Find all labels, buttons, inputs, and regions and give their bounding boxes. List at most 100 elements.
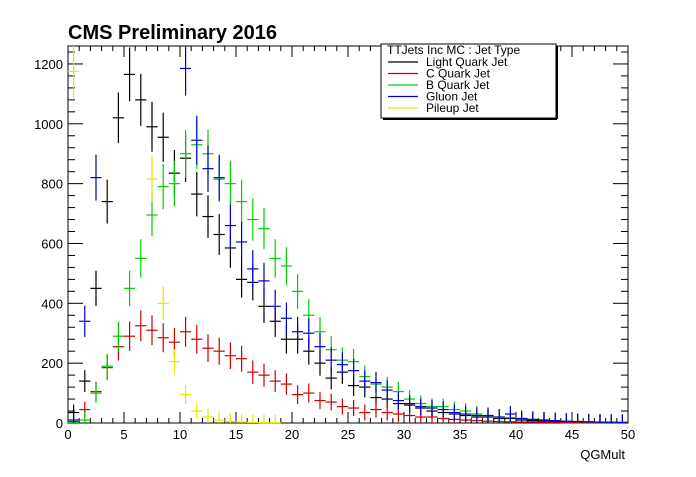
y-tick-label: 1000 (34, 117, 63, 132)
data-point (180, 46, 192, 96)
x-tick-label: 15 (229, 427, 243, 442)
data-point (191, 171, 203, 217)
x-tick-label: 20 (285, 427, 299, 442)
data-point (202, 145, 214, 193)
data-point (325, 347, 337, 373)
data-point (359, 404, 371, 421)
x-tick-label: 25 (341, 427, 355, 442)
data-point (146, 101, 158, 152)
data-point (415, 398, 427, 415)
data-point (258, 262, 270, 299)
data-point (616, 414, 628, 424)
data-point (202, 334, 214, 362)
data-point (493, 409, 505, 423)
data-point (247, 250, 259, 288)
data-point (348, 358, 360, 383)
data-point (247, 198, 259, 241)
data-point (79, 370, 91, 393)
data-point (292, 385, 304, 404)
data-point (303, 383, 315, 403)
data-point (370, 401, 382, 418)
x-axis-label: QGMult (580, 447, 625, 462)
y-tick-label: 800 (41, 177, 63, 192)
data-point (191, 324, 203, 354)
data-point (303, 318, 315, 349)
legend-entry: Gluon Jet (388, 90, 478, 104)
data-point (269, 239, 281, 278)
data-point (269, 289, 281, 323)
data-point (157, 323, 169, 353)
data-point (292, 273, 304, 309)
data-point (157, 112, 169, 162)
data-point (135, 239, 147, 278)
x-tick-label: 50 (621, 427, 635, 442)
data-point (68, 46, 80, 99)
data-point (146, 156, 158, 203)
data-point (101, 353, 113, 379)
data-point (101, 179, 113, 224)
legend: TTJets Inc MC : Jet Type Light Quark Jet… (380, 43, 558, 120)
data-point (224, 342, 236, 369)
data-point (605, 414, 617, 423)
legend-entry: Light Quark Jet (388, 55, 508, 69)
data-point (381, 380, 393, 401)
data-point (583, 413, 595, 423)
y-tick-label: 400 (41, 296, 63, 311)
data-point (112, 92, 124, 144)
y-tick-label: 600 (41, 236, 63, 251)
data-point (516, 410, 528, 423)
data-point (258, 363, 270, 387)
data-point (471, 407, 483, 423)
data-point (213, 154, 225, 201)
data-point (90, 154, 102, 201)
data-point (124, 47, 136, 102)
series-3 (68, 46, 628, 424)
series-4 (68, 46, 281, 424)
data-point (191, 403, 203, 420)
y-tick-label: 1200 (34, 57, 63, 72)
data-point (135, 73, 147, 126)
data-point (381, 404, 393, 421)
data-point (224, 204, 236, 247)
x-tick-label: 10 (173, 427, 187, 442)
x-tick-label: 5 (120, 427, 127, 442)
data-point (292, 316, 304, 347)
data-point (404, 395, 416, 412)
data-point (90, 383, 102, 403)
data-point (392, 391, 404, 410)
data-point (213, 337, 225, 365)
data-point (236, 179, 248, 224)
data-point (202, 195, 214, 238)
data-point (314, 332, 326, 361)
data-point (336, 352, 348, 378)
data-point (527, 411, 539, 423)
data-point (258, 414, 270, 424)
data-point (168, 160, 180, 207)
data-point (236, 414, 248, 423)
data-point (168, 348, 180, 375)
data-point (236, 261, 248, 298)
data-point (336, 398, 348, 415)
data-point (572, 413, 584, 423)
data-point (348, 400, 360, 417)
legend-label: Light Quark Jet (426, 55, 508, 69)
legend-label: Pileup Jet (426, 101, 479, 115)
data-point (269, 414, 281, 424)
data-point (460, 406, 472, 423)
data-point (135, 310, 147, 342)
data-point (538, 412, 550, 423)
data-point (157, 164, 169, 210)
data-point (269, 370, 281, 393)
data-point (236, 345, 248, 372)
data-point (280, 302, 292, 335)
data-point (90, 270, 102, 306)
data-point (68, 412, 80, 423)
data-point (112, 321, 124, 351)
data-point (314, 391, 326, 410)
chart-title: CMS Preliminary 2016 (68, 22, 277, 44)
x-tick-label: 45 (565, 427, 579, 442)
data-point (370, 371, 382, 394)
x-tick-label: 35 (453, 427, 467, 442)
data-point (213, 412, 225, 423)
